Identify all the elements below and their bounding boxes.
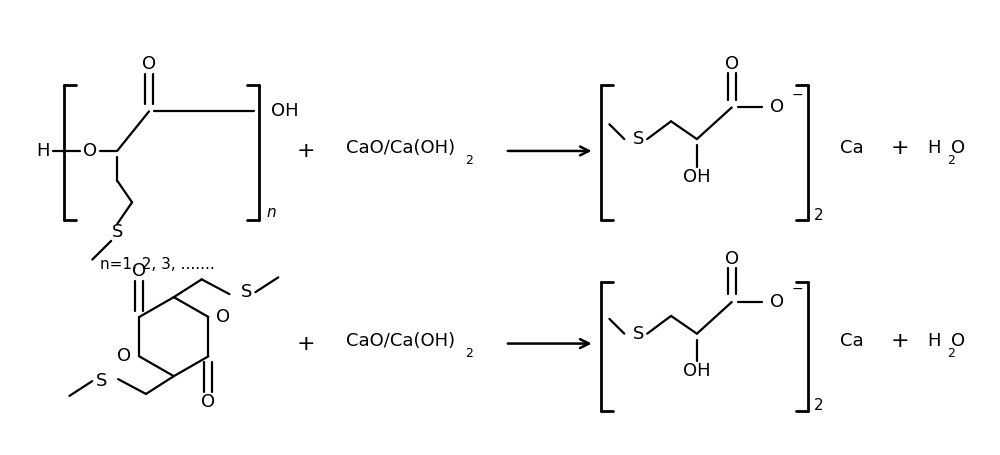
Text: O: O [770, 98, 785, 116]
Text: 2: 2 [948, 347, 955, 360]
Text: O: O [725, 250, 739, 268]
Text: −: − [791, 88, 803, 101]
Text: 2: 2 [465, 154, 473, 167]
Text: O: O [142, 55, 156, 73]
Text: S: S [240, 283, 252, 301]
Text: +: + [890, 331, 909, 351]
Text: +: + [297, 141, 315, 161]
Text: H: H [928, 332, 941, 349]
Text: +: + [297, 334, 315, 354]
Text: 2: 2 [814, 398, 824, 413]
Text: O: O [770, 293, 785, 311]
Text: S: S [633, 325, 645, 343]
Text: Ca: Ca [840, 332, 864, 349]
Text: O: O [725, 55, 739, 73]
Text: +: + [890, 138, 909, 158]
Text: n=1, 2, 3, .......: n=1, 2, 3, ....... [100, 257, 214, 272]
Text: O: O [951, 332, 966, 349]
Text: n: n [266, 205, 276, 220]
Text: OH: OH [271, 102, 299, 121]
Text: 2: 2 [465, 347, 473, 360]
Text: OH: OH [683, 167, 711, 186]
Text: H: H [928, 139, 941, 157]
Text: O: O [132, 263, 146, 280]
Text: S: S [96, 372, 107, 390]
Text: −: − [791, 282, 803, 296]
Text: CaO/Ca(OH): CaO/Ca(OH) [346, 332, 455, 349]
Text: Ca: Ca [840, 139, 864, 157]
Text: 2: 2 [948, 154, 955, 167]
Text: S: S [633, 130, 645, 148]
Text: O: O [951, 139, 966, 157]
Text: H: H [36, 142, 49, 160]
Text: OH: OH [683, 362, 711, 380]
Text: O: O [216, 308, 230, 326]
Text: O: O [83, 142, 97, 160]
Text: O: O [201, 393, 215, 411]
Text: 2: 2 [814, 207, 824, 222]
Text: O: O [117, 348, 131, 365]
Text: CaO/Ca(OH): CaO/Ca(OH) [346, 139, 455, 157]
Text: S: S [111, 223, 123, 241]
